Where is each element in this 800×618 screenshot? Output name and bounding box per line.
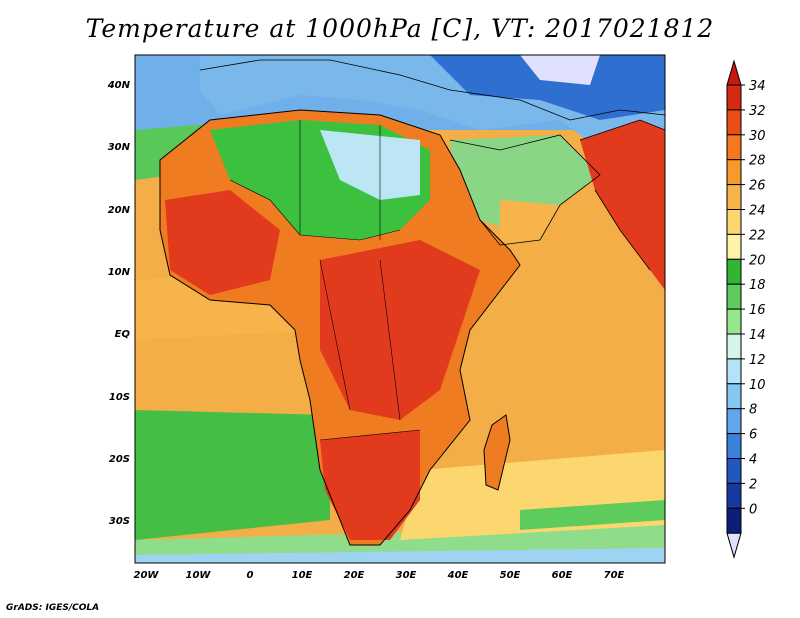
india-hot (580, 120, 665, 290)
lon-label: 40E (447, 570, 469, 581)
colorbar-segment (726, 358, 742, 385)
colorbar-label: 28 (749, 154, 766, 169)
colorbar-label: 16 (749, 303, 766, 318)
colorbar-label: 20 (749, 253, 766, 268)
lat-label: 10N (108, 267, 131, 278)
lon-label: 50E (500, 570, 521, 581)
frigid-region (430, 55, 665, 120)
longitude-axis: 20W 10W 0 10E 20E 30E 40E 50E 60E 70E (134, 570, 625, 581)
lon-label: 60E (552, 570, 573, 581)
lon-label: 20E (344, 570, 365, 581)
colorbar-segment (726, 159, 742, 186)
colorbar-label: 26 (749, 179, 766, 194)
southern-africa-hot (320, 430, 420, 540)
colorbar-segment (726, 408, 742, 435)
colorbar-label: 30 (749, 129, 766, 144)
colorbar-segment (726, 333, 742, 360)
madagascar (483, 414, 511, 491)
colorbar-top-arrow (726, 59, 742, 86)
sahara-cold-core (320, 130, 420, 200)
colorbar-bottom-arrow (726, 532, 742, 559)
colorbar-label: 4 (749, 453, 757, 468)
latitude-axis: 40N 30N 20N 10N EQ 10S 20S 30S (107, 80, 131, 527)
colorbar-segment (726, 109, 742, 136)
arabia-south-warm (500, 200, 560, 245)
southern-ocean-cold (135, 548, 665, 563)
lon-label: 30E (396, 570, 417, 581)
central-africa-hot (320, 240, 480, 420)
map-frame (134, 54, 666, 564)
arabia-region (450, 135, 600, 230)
colorbar-label: 10 (749, 378, 766, 393)
colorbar-segment (726, 184, 742, 211)
lon-label: 10W (186, 570, 212, 581)
colorbar-label: 6 (749, 428, 757, 443)
colorbar-label: 2 (749, 477, 757, 492)
colorbar-label: 18 (749, 278, 766, 293)
south-indian-cool (520, 500, 665, 530)
colorbar-segment (726, 84, 742, 111)
west-africa-hot (165, 190, 280, 295)
lat-label: 10S (109, 392, 130, 403)
chart-title: Temperature at 1000hPa [C], VT: 20170218… (85, 14, 715, 43)
lat-label: 30N (108, 142, 131, 153)
colorbar-segment (726, 283, 742, 310)
colorbar-label: 24 (749, 204, 766, 219)
arabia-coastline (449, 134, 601, 246)
lat-label: 20N (108, 205, 131, 216)
colorbar-segment (726, 258, 742, 285)
colorbar-label: 12 (749, 353, 766, 368)
lat-label: 30S (109, 516, 130, 527)
colorbar-label: 8 (749, 403, 757, 418)
lon-label: 70E (604, 570, 625, 581)
colorbar-segment (726, 209, 742, 235)
colorbar-label: 14 (749, 328, 766, 343)
colorbar-label: 32 (749, 104, 766, 119)
colorbar-label: 22 (749, 228, 766, 243)
south-atlantic-cool (135, 410, 330, 540)
lat-label: EQ (115, 329, 131, 340)
lon-label: 10E (292, 570, 313, 581)
colorbar-segment (726, 383, 742, 410)
europe-coastline (199, 59, 665, 121)
very-cold-region (520, 55, 600, 85)
credit-text: GrADS: IGES/COLA (6, 603, 100, 613)
india-coastline (579, 119, 665, 271)
africa-coastline (159, 109, 521, 546)
colorbar-segment (726, 507, 742, 534)
map-area (135, 55, 665, 563)
lon-label: 20W (134, 570, 160, 581)
colorbar-segment (726, 308, 742, 335)
colorbar-segment (726, 134, 742, 161)
lat-label: 20S (109, 454, 130, 465)
colorbar-segment (726, 433, 742, 460)
colorbar-segment (726, 482, 742, 509)
lon-label: 0 (247, 570, 254, 581)
country-borders (229, 120, 421, 441)
colorbar-segment (726, 233, 742, 260)
colorbar-label: 0 (749, 502, 757, 517)
colorbar-label: 34 (749, 79, 766, 94)
colorbar-segment (726, 458, 742, 484)
lat-label: 40N (107, 80, 131, 91)
